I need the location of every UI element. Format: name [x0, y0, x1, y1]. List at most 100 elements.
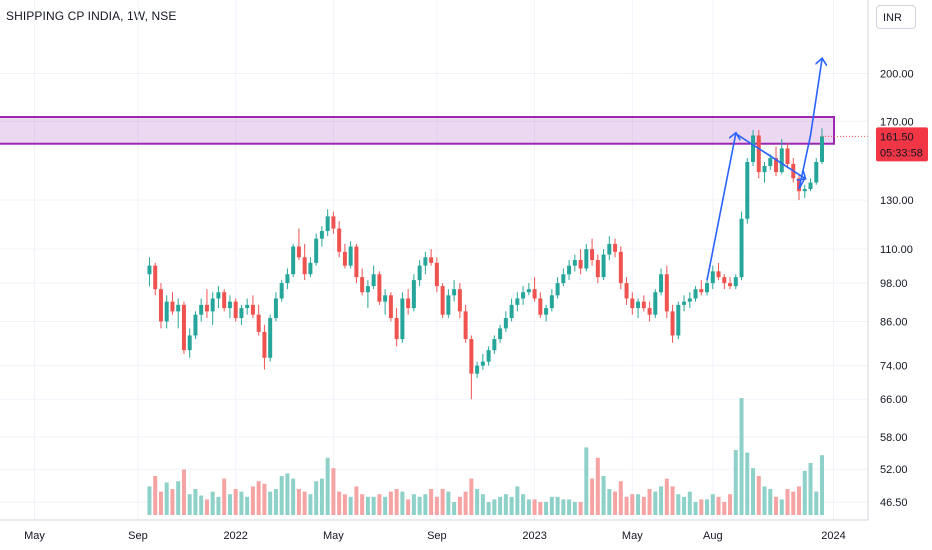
y-tick-label: 98.00 [880, 278, 908, 290]
volume-bar [354, 486, 359, 515]
volume-bar [256, 481, 261, 515]
candle-body [302, 257, 307, 275]
volume-bar [296, 489, 301, 515]
candle-body [595, 260, 600, 278]
volume-bar [745, 452, 750, 515]
annotation-arrow [809, 59, 822, 136]
candle-body [291, 246, 296, 275]
candle-body [446, 295, 451, 315]
candle-body [423, 257, 428, 266]
volume-bar [302, 491, 307, 515]
candle-body [561, 274, 566, 284]
candle-body [406, 298, 411, 309]
candle-body [164, 301, 169, 322]
candle-body [181, 304, 186, 351]
candlesticks [147, 128, 868, 400]
candle-body [498, 328, 503, 340]
candle-body [377, 274, 382, 302]
volume-bar [250, 486, 255, 515]
currency-button[interactable]: INR [876, 5, 916, 29]
annotation-arrow [735, 132, 805, 179]
volume-bar [158, 491, 163, 515]
volume-bar [457, 496, 462, 515]
volume-bar [216, 496, 221, 515]
volume-bar [618, 481, 623, 515]
annotation-arrow [798, 135, 812, 190]
candle-body [733, 277, 738, 287]
volume-bar [802, 470, 807, 515]
volume-bar [549, 496, 554, 515]
candle-body [590, 249, 595, 261]
candle-body [337, 228, 342, 252]
volume-bar [676, 494, 681, 515]
volume-bar [756, 476, 761, 515]
annotation-arrow [706, 134, 736, 281]
x-tick-label: Sep [427, 530, 447, 542]
volume-bar [452, 502, 457, 515]
volume-bar [383, 496, 388, 515]
volume-bar [434, 496, 439, 515]
volume-bar [429, 489, 434, 515]
volume-bar [595, 457, 600, 515]
candle-body [544, 308, 549, 315]
resistance-zone[interactable] [0, 116, 836, 145]
candle-body [768, 158, 773, 166]
candle-body [325, 216, 330, 232]
candle-body [429, 257, 434, 263]
candle-body [354, 246, 359, 278]
volume-bar [521, 494, 526, 515]
candle-body [383, 295, 388, 302]
y-tick-label: 74.00 [880, 361, 908, 373]
candle-body [526, 289, 531, 293]
volume-bar [509, 496, 514, 515]
volume-bar [584, 447, 589, 515]
volume-bar [285, 473, 290, 515]
x-tick-label: Sep [128, 530, 148, 542]
candle-body [256, 314, 261, 332]
candle-body [158, 289, 163, 322]
candle-body [808, 182, 813, 190]
volume-bar [624, 496, 629, 515]
y-tick-label: 46.50 [880, 497, 908, 509]
volume-bar [808, 463, 813, 515]
candle-body [342, 251, 347, 266]
volume-bar [227, 494, 232, 515]
candle-body [319, 231, 324, 239]
candle-body [193, 314, 198, 336]
volume-bar [498, 496, 503, 515]
volume-bar [659, 486, 664, 515]
volume-bar [210, 491, 215, 515]
candle-body [521, 292, 526, 299]
candle-body [153, 265, 158, 290]
candle-body [285, 274, 290, 284]
volume-bar [446, 491, 451, 515]
volume-bars [147, 398, 825, 515]
volume-bar [406, 499, 411, 515]
x-tick-label: May [24, 530, 45, 542]
y-tick-label: 86.00 [880, 316, 908, 328]
volume-bar [187, 494, 192, 515]
volume-bar [670, 486, 675, 515]
candle-body [820, 136, 825, 163]
annotation-arrow [798, 177, 806, 190]
candle-body [262, 331, 267, 358]
candle-body [716, 271, 721, 278]
candle-body [756, 135, 761, 173]
volume-bar [199, 495, 204, 515]
annotation-arrows[interactable] [706, 59, 822, 281]
volume-bar [762, 486, 767, 515]
volume-bar [308, 494, 313, 515]
chart-title: SHIPPING CP INDIA, 1W, NSE [6, 9, 177, 23]
volume-bar [791, 491, 796, 515]
volume-bar [722, 502, 727, 515]
volume-bar [222, 478, 227, 515]
volume-bar [486, 502, 491, 515]
volume-bar [785, 489, 790, 515]
candle-body [802, 189, 807, 192]
candle-body [532, 289, 537, 299]
volume-bar [751, 468, 756, 515]
volume-bar [245, 496, 250, 515]
volume-bar [607, 489, 612, 515]
volume-bar [693, 502, 698, 515]
